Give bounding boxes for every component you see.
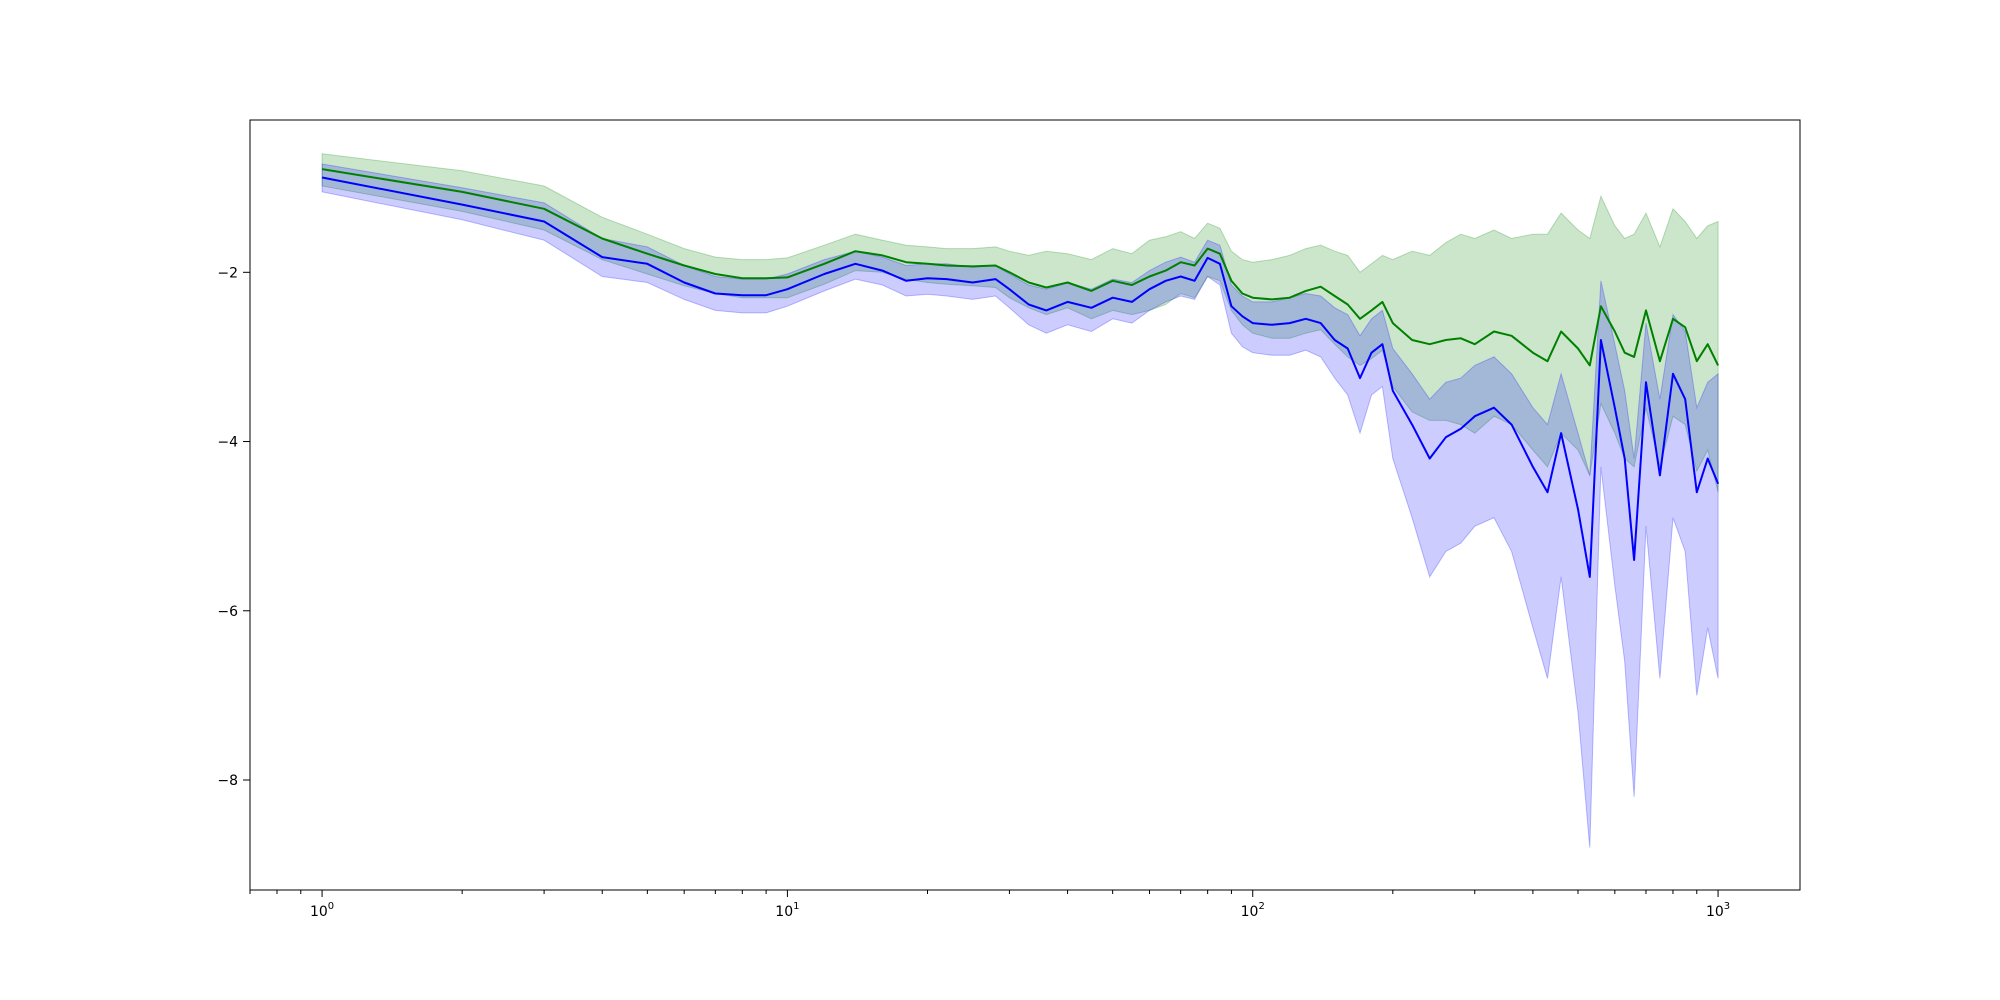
y-axis: −2 −4 −6 −8	[217, 265, 250, 789]
series-1-line	[321, 168, 1719, 367]
x-tick-label: 101	[775, 901, 799, 920]
y-tick-label: −8	[217, 773, 238, 789]
series-2-band	[321, 163, 1719, 848]
plot-area-frame	[249, 119, 1801, 891]
confidence-bands	[321, 153, 1719, 848]
series-lines	[321, 168, 1720, 578]
x-tick-label-base: 10	[1241, 904, 1259, 920]
x-tick-label: 100	[310, 901, 334, 920]
x-tick-label: 102	[1241, 901, 1265, 920]
x-tick-label: 103	[1706, 901, 1730, 920]
x-tick-label-exponent: 0	[328, 901, 334, 912]
y-tick-label: −2	[217, 265, 238, 281]
x-tick-label-exponent: 1	[793, 901, 799, 912]
x-axis: 100 101 102 103	[249, 890, 1730, 920]
x-tick-label-exponent: 3	[1724, 901, 1730, 912]
x-tick-label-base: 10	[775, 904, 793, 920]
y-tick-label: −4	[217, 435, 238, 451]
x-tick-label-base: 10	[310, 904, 328, 920]
x-tick-label-exponent: 2	[1258, 901, 1264, 912]
y-tick-label: −6	[217, 604, 238, 620]
series-1-band	[321, 153, 1719, 493]
series-2-line	[321, 176, 1720, 578]
x-tick-label-base: 10	[1706, 904, 1724, 920]
